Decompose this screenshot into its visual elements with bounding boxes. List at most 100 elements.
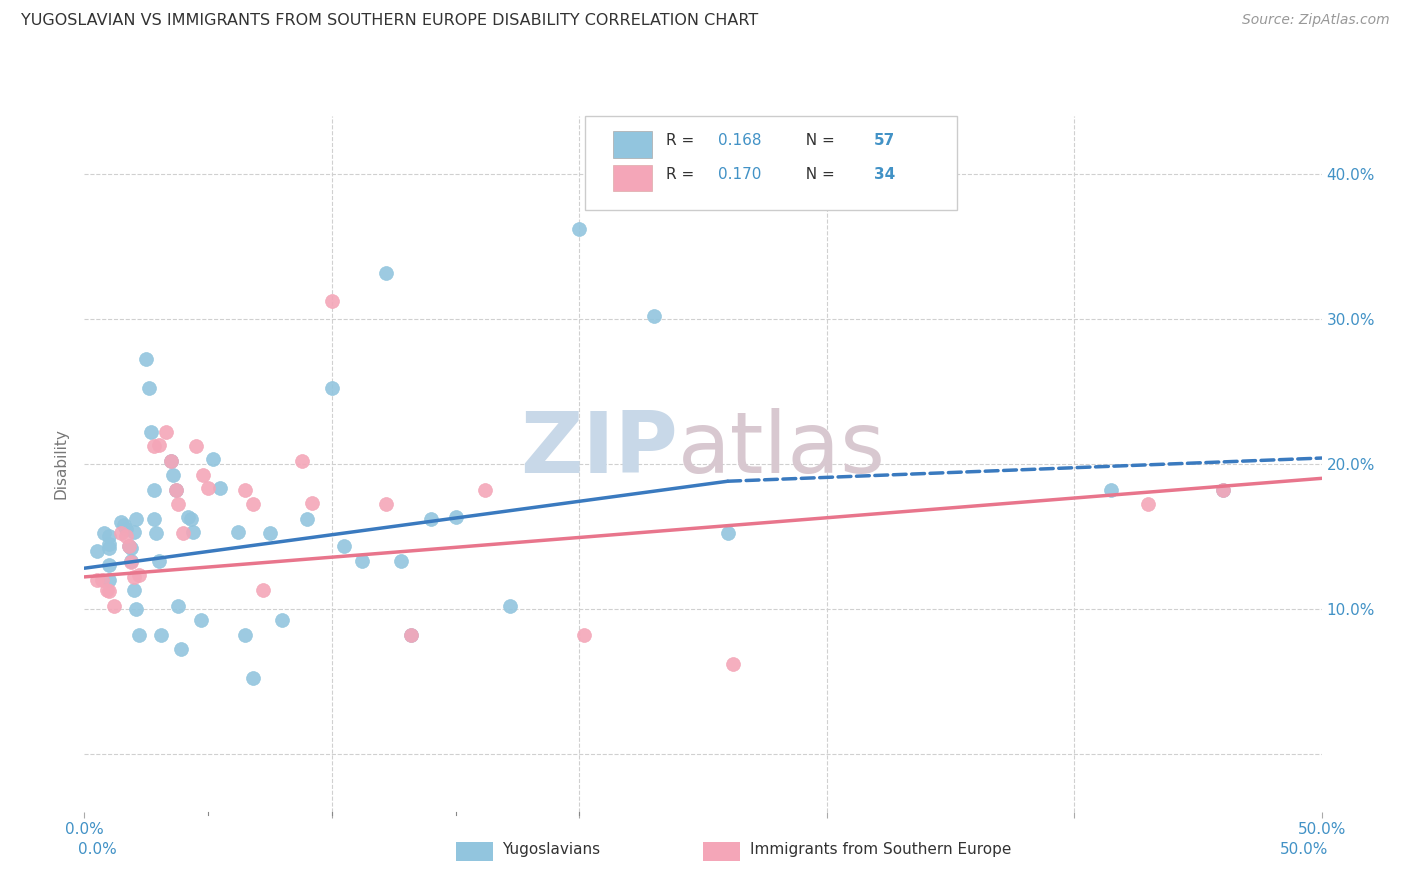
Point	[574, 628, 596, 642]
Point	[141, 425, 163, 439]
Point	[112, 517, 135, 532]
Point	[1099, 483, 1122, 497]
Point	[86, 573, 108, 587]
Point	[142, 483, 165, 497]
Point	[103, 599, 125, 613]
Point	[120, 554, 142, 568]
Point	[301, 496, 323, 510]
Text: ZIP: ZIP	[520, 409, 678, 491]
Point	[135, 352, 157, 367]
Point	[170, 642, 193, 657]
Point	[98, 536, 121, 550]
Point	[125, 512, 148, 526]
FancyBboxPatch shape	[703, 842, 740, 861]
Point	[138, 382, 160, 396]
Point	[242, 671, 264, 685]
Point	[181, 524, 204, 539]
Text: 50.0%: 50.0%	[1279, 842, 1327, 857]
Point	[1212, 483, 1234, 497]
Point	[399, 628, 422, 642]
Point	[90, 573, 112, 587]
Text: 0.168: 0.168	[718, 134, 761, 148]
Point	[499, 599, 522, 613]
Point	[271, 614, 294, 628]
Point	[568, 222, 591, 236]
Point	[148, 438, 170, 452]
Point	[122, 570, 145, 584]
Point	[96, 582, 118, 597]
Point	[184, 440, 207, 454]
Point	[180, 512, 202, 526]
Point	[167, 498, 190, 512]
FancyBboxPatch shape	[613, 131, 652, 158]
Point	[142, 512, 165, 526]
Point	[190, 614, 212, 628]
Point	[98, 573, 121, 587]
Text: N =: N =	[796, 134, 839, 148]
Point	[110, 526, 132, 541]
Point	[389, 554, 412, 568]
Text: N =: N =	[796, 167, 839, 182]
FancyBboxPatch shape	[456, 842, 492, 861]
Point	[444, 510, 467, 524]
Point	[165, 483, 187, 497]
Text: 57: 57	[873, 134, 896, 148]
Text: R =: R =	[666, 167, 699, 182]
Point	[202, 452, 225, 467]
Point	[375, 266, 398, 280]
Point	[333, 540, 356, 554]
Point	[259, 526, 281, 541]
Text: YUGOSLAVIAN VS IMMIGRANTS FROM SOUTHERN EUROPE DISABILITY CORRELATION CHART: YUGOSLAVIAN VS IMMIGRANTS FROM SOUTHERN …	[21, 13, 758, 29]
Point	[350, 554, 373, 568]
Point	[1212, 483, 1234, 497]
Point	[321, 294, 343, 309]
Point	[142, 440, 165, 454]
Point	[721, 657, 744, 671]
Point	[717, 526, 740, 541]
Point	[172, 526, 194, 541]
Point	[233, 628, 256, 642]
Text: atlas: atlas	[678, 409, 886, 491]
Point	[150, 628, 173, 642]
Point	[98, 529, 121, 543]
Point	[474, 483, 496, 497]
Point	[165, 483, 187, 497]
Point	[98, 584, 121, 599]
Point	[118, 540, 141, 554]
Point	[643, 309, 665, 323]
Text: 0.170: 0.170	[718, 167, 761, 182]
Point	[233, 483, 256, 497]
Point	[160, 454, 183, 468]
Point	[86, 543, 108, 558]
Point	[160, 454, 183, 468]
Text: Source: ZipAtlas.com: Source: ZipAtlas.com	[1241, 13, 1389, 28]
Point	[375, 498, 398, 512]
Point	[122, 524, 145, 539]
Point	[128, 628, 150, 642]
Point	[115, 529, 138, 543]
Y-axis label: Disability: Disability	[53, 428, 69, 500]
Point	[399, 628, 422, 642]
Point	[321, 382, 343, 396]
Text: R =: R =	[666, 134, 699, 148]
Point	[209, 482, 232, 496]
Point	[197, 482, 219, 496]
Point	[242, 498, 264, 512]
Point	[120, 541, 142, 555]
Point	[1137, 498, 1160, 512]
Point	[295, 512, 318, 526]
Text: 0.0%: 0.0%	[79, 842, 117, 857]
Point	[177, 510, 200, 524]
Point	[98, 558, 121, 573]
Text: Yugoslavians: Yugoslavians	[502, 842, 600, 857]
Point	[291, 454, 314, 468]
Point	[110, 515, 132, 529]
Point	[148, 554, 170, 568]
Point	[118, 540, 141, 554]
FancyBboxPatch shape	[585, 116, 956, 210]
Point	[128, 568, 150, 582]
Point	[120, 555, 142, 570]
Text: 34: 34	[873, 167, 896, 182]
Point	[162, 468, 184, 483]
Point	[98, 541, 121, 555]
